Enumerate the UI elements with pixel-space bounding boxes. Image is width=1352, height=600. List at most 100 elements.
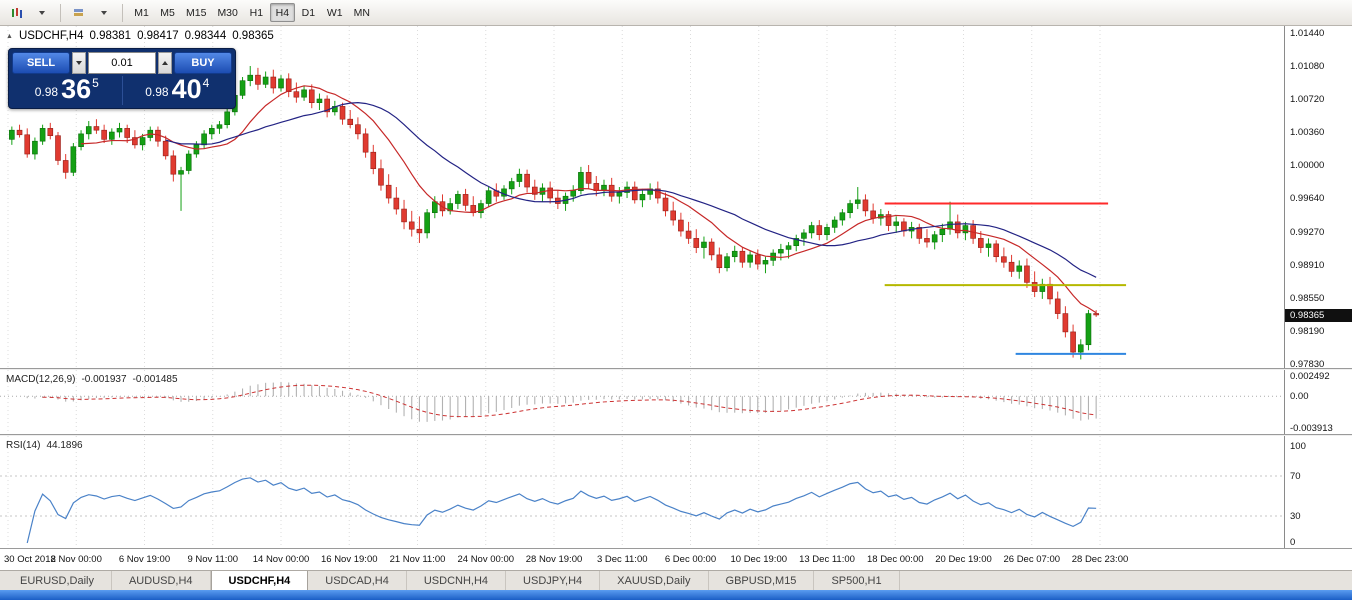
rsi-value: 44.1896 (46, 440, 83, 451)
indicators-icon (73, 7, 85, 19)
buy-price[interactable]: 0.98 40 4 (123, 76, 233, 105)
arrow-down-icon (76, 61, 82, 65)
panel-resize-divider[interactable] (0, 368, 1352, 370)
rsi-panel: RSI(14) 44.1896 100 70 30 0 (0, 436, 1352, 548)
toolbar: M1 M5 M15 M30 H1 H4 D1 W1 MN (0, 0, 1352, 26)
price-axis-label: 1.00720 (1290, 94, 1325, 106)
timeframe-button-m15[interactable]: M15 (181, 3, 211, 22)
price-axis-label: 1.01080 (1290, 61, 1325, 72)
time-axis-label: 20 Dec 19:00 (935, 554, 992, 565)
symbol-marker-icon: ▲ (6, 32, 13, 40)
chart-tab-usdcad-h4[interactable]: USDCAD,H4 (308, 571, 407, 590)
time-axis-label: 28 Nov 19:00 (525, 554, 583, 565)
chart-tab-sp500-h1[interactable]: SP500,H1 (814, 571, 900, 590)
chart-tab-eurusd-daily[interactable]: EURUSD,Daily (3, 571, 112, 590)
chart-type-dropdown[interactable] (30, 3, 54, 23)
volume-field (88, 52, 156, 74)
price-axis-label: 0.98550 (1290, 292, 1325, 304)
rsi-axis[interactable]: 100 70 30 0 (1284, 436, 1352, 548)
buy-price-sup: 4 (202, 76, 210, 90)
rsi-axis-label: 30 (1290, 511, 1301, 522)
timeframe-button-w1[interactable]: W1 (322, 3, 348, 22)
macd-panel: MACD(12,26,9) -0.001937 -0.001485 0.0024… (0, 370, 1352, 434)
indicators-dropdown[interactable] (92, 3, 116, 23)
sell-button[interactable]: SELL (12, 52, 70, 74)
time-axis-label: 28 Dec 23:00 (1071, 554, 1129, 565)
volume-input[interactable] (89, 53, 155, 73)
macd-signal-value: -0.001485 (132, 374, 178, 385)
indicators-button[interactable] (67, 3, 91, 23)
chart-ohlc-header: ▲ USDCHF,H4 0.98381 0.98417 0.98344 0.98… (6, 30, 274, 42)
panel-resize-divider[interactable] (0, 434, 1352, 436)
one-click-trading-panel: SELL BUY 0.98 36 5 0.98 40 4 (8, 48, 236, 109)
main-chart-panel: ▲ USDCHF,H4 0.98381 0.98417 0.98344 0.98… (0, 26, 1352, 370)
macd-axis-label: -0.003913 (1290, 423, 1333, 434)
price-axis-label: 0.97830 (1290, 359, 1325, 370)
candlestick-chart[interactable] (0, 26, 1284, 368)
open-value: 0.98381 (89, 30, 132, 42)
macd-axis-label: 0.002492 (1290, 371, 1330, 382)
timeframe-button-m5[interactable]: M5 (155, 3, 180, 22)
toolbar-separator (60, 3, 61, 22)
rsi-label: RSI(14) 44.1896 (6, 440, 83, 451)
rsi-name: RSI(14) (6, 440, 41, 451)
volume-increase-button[interactable] (158, 52, 172, 74)
chevron-down-icon (39, 10, 45, 15)
arrow-up-icon (162, 61, 168, 65)
macd-value: -0.001937 (81, 374, 127, 385)
chart-tab-xauusd-daily[interactable]: XAUUSD,Daily (600, 571, 709, 590)
macd-axis[interactable]: 0.002492 0.00 -0.003913 (1284, 370, 1352, 434)
time-axis-label: 16 Nov 19:00 (320, 554, 378, 565)
time-axis-label: 18 Dec 00:00 (866, 554, 924, 565)
price-axis-label: 1.01440 (1290, 28, 1325, 39)
time-axis-label: 13 Dec 11:00 (799, 554, 855, 565)
symbol-timeframe-label: USDCHF,H4 (18, 30, 84, 42)
timeframe-buttons: M1 M5 M15 M30 H1 H4 D1 W1 MN (127, 3, 377, 22)
chart-tab-usdchf-h4[interactable]: USDCHF,H4 (210, 571, 309, 590)
price-axis[interactable]: 0.98365 1.01440 1.01080 1.00720 1.00360 1.00… (1284, 26, 1352, 370)
rsi-axis-label: 100 (1290, 441, 1306, 452)
timeframe-button-m1[interactable]: M1 (129, 3, 154, 22)
sell-price-sup: 5 (92, 76, 99, 90)
rsi-axis-label: 70 (1290, 471, 1301, 482)
chart-type-group (3, 3, 56, 23)
time-axis-label: 2 Nov 00:00 (50, 554, 102, 565)
chart-tab-audusd-h4[interactable]: AUDUSD,H4 (112, 571, 211, 590)
time-axis-label: 26 Dec 07:00 (1003, 554, 1061, 565)
timeframe-button-h4[interactable]: H4 (269, 3, 295, 22)
sell-price[interactable]: 0.98 36 5 (12, 76, 123, 105)
chart-type-button[interactable] (5, 3, 29, 23)
taskbar-strip (0, 590, 1352, 600)
time-axis-label: 6 Nov 19:00 (118, 554, 171, 565)
rsi-axis-label: 0 (1290, 537, 1296, 548)
macd-chart[interactable] (0, 370, 1284, 434)
time-axis-label: 21 Nov 11:00 (389, 554, 446, 565)
macd-axis-label: 0.00 (1290, 391, 1309, 403)
buy-price-prefix: 0.98 (145, 85, 169, 99)
price-axis-label: 1.00360 (1290, 127, 1325, 139)
rsi-chart[interactable] (0, 436, 1284, 548)
chevron-down-icon (101, 10, 107, 15)
time-axis-label: 9 Nov 11:00 (187, 554, 239, 565)
toolbar-separator (122, 3, 123, 22)
price-axis-label: 0.99640 (1290, 193, 1325, 205)
sell-price-big: 36 (61, 74, 92, 104)
timeframe-button-d1[interactable]: D1 (296, 3, 321, 22)
time-axis-label: 3 Dec 11:00 (596, 554, 648, 565)
timeframe-button-m30[interactable]: M30 (212, 3, 242, 22)
price-axis-label: 0.98190 (1290, 325, 1325, 337)
price-axis-label: 0.98910 (1290, 259, 1325, 271)
buy-button[interactable]: BUY (174, 52, 232, 74)
chart-tab-usdcnh-h4[interactable]: USDCNH,H4 (407, 571, 507, 590)
volume-decrease-button[interactable] (72, 52, 86, 74)
macd-name: MACD(12,26,9) (6, 374, 76, 385)
chart-tab-gbpusd-m15[interactable]: GBPUSD,M15 (709, 571, 815, 590)
buy-price-big: 40 (171, 74, 202, 104)
timeframe-button-h1[interactable]: H1 (244, 3, 269, 22)
price-axis-label: 1.00000 (1290, 160, 1325, 172)
chart-tab-usdjpy-h4[interactable]: USDJPY,H4 (506, 571, 601, 590)
timeframe-button-mn[interactable]: MN (349, 3, 375, 22)
indicators-group (65, 3, 118, 23)
time-axis[interactable]: 30 Oct 2018 2 Nov 00:00 6 Nov 19:00 9 Nov 1… (0, 548, 1352, 570)
